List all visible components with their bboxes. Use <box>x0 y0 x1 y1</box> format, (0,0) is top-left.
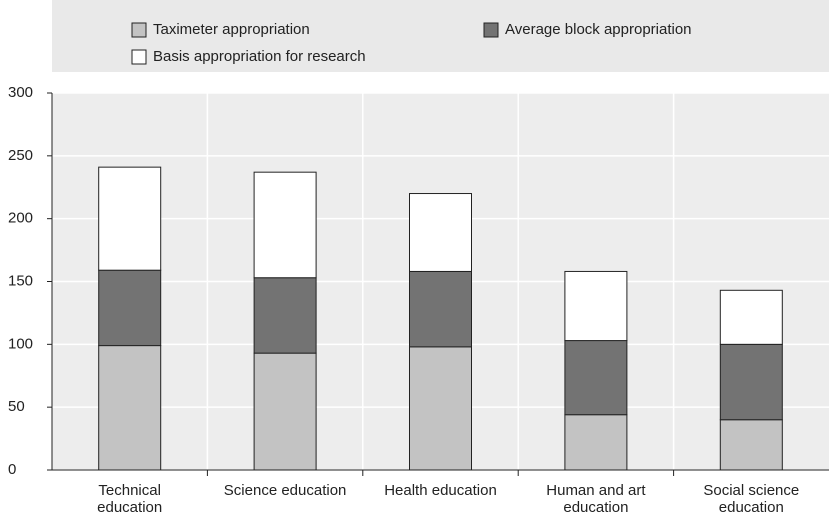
bar-segment <box>409 193 472 272</box>
y-tick-label: 200 <box>8 210 33 227</box>
bar-segment <box>98 269 162 347</box>
y-tick-label: 300 <box>8 84 33 101</box>
x-tick-label: Health education <box>384 482 497 499</box>
y-tick-label: 150 <box>8 272 33 289</box>
legend-label: Basis appropriation for research <box>153 48 366 65</box>
bar-segment <box>409 346 472 471</box>
bar-segment <box>719 419 783 471</box>
legend-label: Average block appropriation <box>505 21 692 38</box>
y-tick-label: 0 <box>8 461 16 478</box>
bar-segment <box>253 277 317 354</box>
legend-swatch <box>483 22 499 38</box>
bar-segment <box>98 345 162 471</box>
legend-background <box>52 0 829 72</box>
bar-segment <box>409 270 472 348</box>
bar-segment <box>719 343 783 421</box>
bar-segment <box>564 270 628 342</box>
bar-segment <box>564 414 628 471</box>
y-tick-label: 50 <box>8 398 25 415</box>
x-tick-label: Science education <box>223 482 347 499</box>
x-tick-label: Human and art education <box>546 482 646 516</box>
bar-segment <box>253 171 317 279</box>
legend-label: Taximeter appropriation <box>153 21 310 38</box>
x-tick-label: Social science education <box>703 482 800 516</box>
y-tick-label: 250 <box>8 147 33 164</box>
y-tick-label: 100 <box>8 335 33 352</box>
bar-segment <box>253 352 317 471</box>
legend-swatch <box>131 22 147 38</box>
legend-swatch <box>131 49 147 65</box>
bar-segment <box>564 340 628 416</box>
bar-segment <box>719 289 783 345</box>
bar-segment <box>98 166 162 271</box>
x-tick-label: Technical education <box>97 482 163 516</box>
